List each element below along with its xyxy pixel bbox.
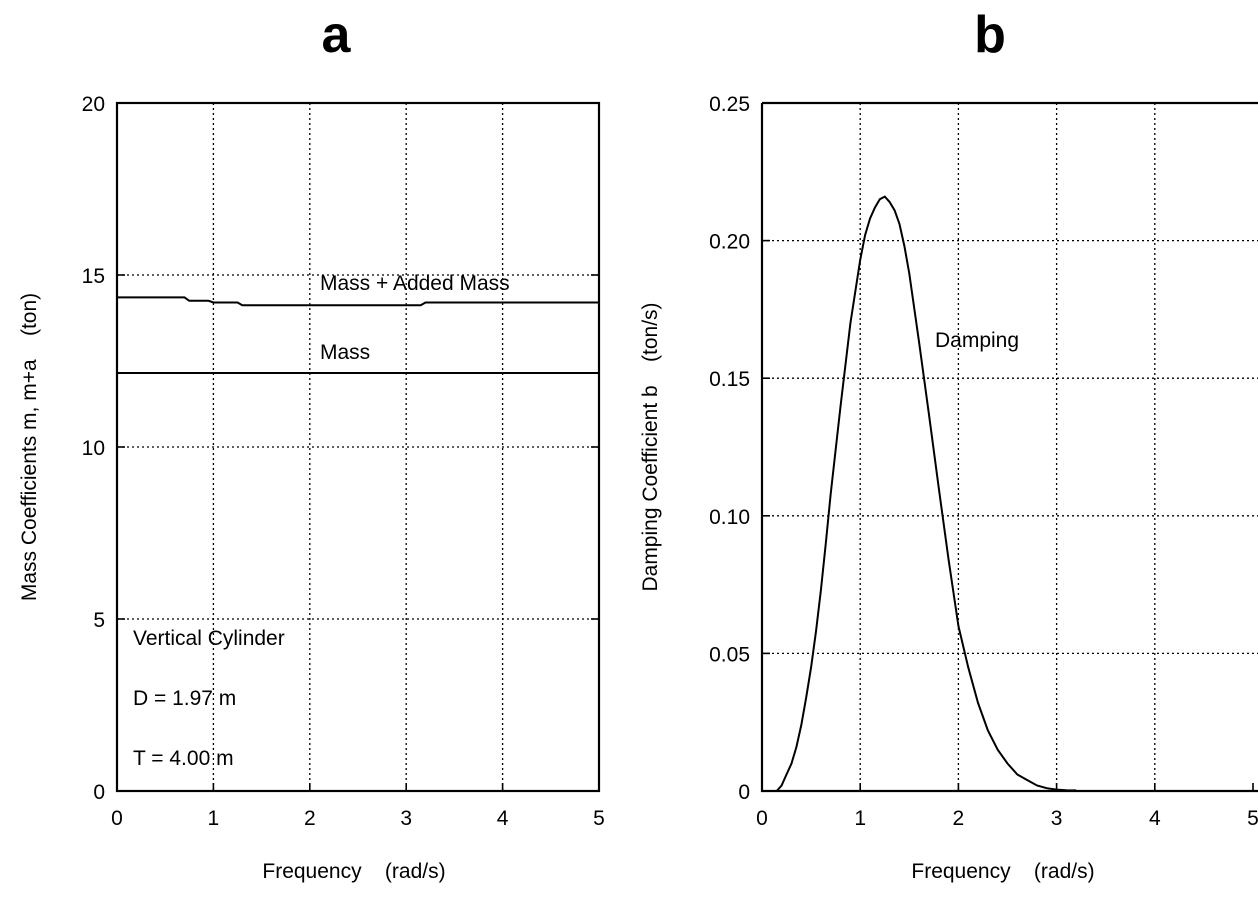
panel-b-ticks xyxy=(761,102,1254,792)
panel-b-label: b xyxy=(974,6,1006,64)
panel-a-tick-labels: 0 1 2 3 4 5 0 5 10 15 20 xyxy=(82,93,605,830)
panel-b-x-tick-label: 2 xyxy=(953,807,965,830)
annotation-mass-added-mass: Mass + Added Mass xyxy=(320,272,510,295)
panel-a-x-tick-label: 2 xyxy=(304,807,316,830)
panel-a-label: a xyxy=(322,6,352,64)
panel-a: a 0 1 2 3 4 5 0 5 10 15 20 Mass + Added Mass Mass … xyxy=(18,6,605,883)
panel-b-y-tick-label: 0.20 xyxy=(709,231,750,254)
panel-a-y-tick-label: 15 xyxy=(82,265,105,288)
series-mass-added-mass-line xyxy=(117,296,599,307)
panel-a-y-tick-label: 10 xyxy=(82,437,105,460)
panel-a-x-tick-label: 4 xyxy=(497,807,509,830)
panel-b-x-tick-label: 1 xyxy=(854,807,866,830)
panel-b-y-tick-label: 0.05 xyxy=(709,643,750,666)
panel-a-x-tick-label: 0 xyxy=(111,807,123,830)
panel-a-y-tick-label: 20 xyxy=(82,93,105,116)
annotation-draft: T = 4.00 m xyxy=(133,747,234,770)
panel-b-curves xyxy=(775,195,1077,792)
panel-b-x-tick-label: 3 xyxy=(1051,807,1063,830)
panel-a-x-tick-label: 3 xyxy=(400,807,412,830)
annotation-diameter: D = 1.97 m xyxy=(133,687,236,710)
panel-b-x-tick-label: 0 xyxy=(756,807,768,830)
panel-a-ticks xyxy=(116,102,600,792)
panel-b-y-tick-label: 0 xyxy=(738,781,750,804)
panel-b-tick-labels: 0 1 2 3 4 5 0 0.05 0.10 0.15 0.20 0.25 xyxy=(709,93,1258,830)
panel-b-y-tick-label: 0.15 xyxy=(709,368,750,391)
panel-b-y-axis-label: Damping Coefficient b (ton/s) xyxy=(639,302,662,591)
panel-b-y-tick-label: 0.10 xyxy=(709,506,750,529)
panel-a-y-axis-label: Mass Coefficients m, m+a (ton) xyxy=(18,293,41,601)
panel-a-grid xyxy=(117,103,599,791)
series-damping-line xyxy=(775,195,1077,792)
annotation-damping: Damping xyxy=(935,329,1019,352)
panel-a-curves xyxy=(117,296,599,374)
panel-b-x-axis-label: Frequency (rad/s) xyxy=(911,860,1094,883)
panel-a-x-axis-label: Frequency (rad/s) xyxy=(262,860,445,883)
panel-b-y-tick-label: 0.25 xyxy=(709,93,750,116)
panel-a-y-tick-label: 5 xyxy=(93,609,105,632)
panel-a-x-tick-label: 1 xyxy=(208,807,220,830)
panel-b-x-tick-label: 4 xyxy=(1149,807,1161,830)
panel-b: b 0 1 2 3 4 5 0 0.05 0.10 0.15 0.20 0.25 Damping Fr… xyxy=(639,6,1258,883)
panel-a-x-tick-label: 5 xyxy=(593,807,605,830)
panel-b-x-tick-label: 5 xyxy=(1247,807,1258,830)
panel-a-y-tick-label: 0 xyxy=(93,781,105,804)
annotation-mass: Mass xyxy=(320,341,370,364)
annotation-vertical-cylinder: Vertical Cylinder xyxy=(133,627,285,650)
